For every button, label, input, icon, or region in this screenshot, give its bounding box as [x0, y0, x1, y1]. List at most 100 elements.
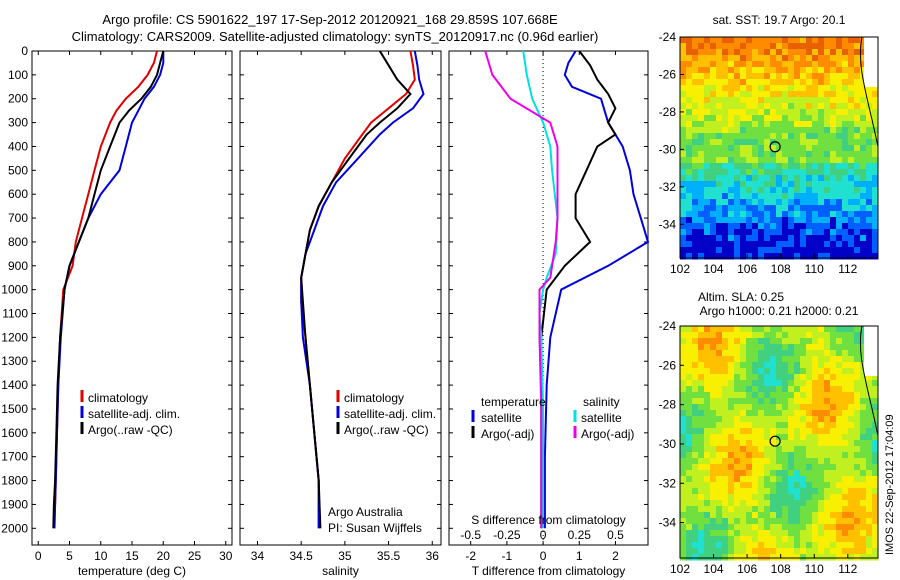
heatmap-cell	[782, 332, 789, 339]
heatmap-cell	[740, 482, 747, 489]
heatmap-cell	[836, 476, 843, 483]
heatmap-cell	[776, 530, 783, 537]
heatmap-cell	[836, 494, 843, 501]
heatmap-cell	[872, 464, 879, 471]
heatmap-cell	[758, 506, 765, 513]
heatmap-cell	[722, 482, 729, 489]
heatmap-cell	[854, 518, 861, 525]
heatmap-cell	[698, 500, 705, 507]
heatmap-cell	[764, 217, 771, 224]
heatmap-cell	[764, 211, 771, 218]
heatmap-cell	[812, 374, 819, 381]
heatmap-cell	[794, 91, 801, 98]
heatmap-cell	[686, 518, 693, 525]
heatmap-cell	[728, 392, 735, 399]
heatmap-cell	[686, 392, 693, 399]
heatmap-cell	[842, 350, 849, 357]
heatmap-cell	[740, 434, 747, 441]
heatmap-cell	[680, 422, 687, 429]
heatmap-cell	[740, 151, 747, 158]
heatmap-cell	[842, 139, 849, 146]
heatmap-cell	[716, 139, 723, 146]
heatmap-cell	[698, 211, 705, 218]
heatmap-cell	[758, 488, 765, 495]
heatmap-cell	[722, 476, 729, 483]
heatmap-cell	[728, 175, 735, 182]
heatmap-cell	[812, 422, 819, 429]
heatmap-cell	[788, 434, 795, 441]
heatmap-cell	[728, 223, 735, 230]
heatmap-cell	[776, 235, 783, 242]
heatmap-cell	[818, 356, 825, 363]
heatmap-cell	[782, 151, 789, 158]
heatmap-cell	[758, 548, 765, 555]
heatmap-cell	[758, 332, 765, 339]
heatmap-cell	[866, 464, 873, 471]
heatmap-cell	[698, 61, 705, 68]
heatmap-cell	[698, 326, 705, 333]
heatmap-cell	[722, 109, 729, 116]
heatmap-cell	[788, 163, 795, 170]
heatmap-cell	[794, 73, 801, 80]
heatmap-cell	[746, 374, 753, 381]
heatmap-cell	[794, 344, 801, 351]
heatmap-cell	[758, 169, 765, 176]
heatmap-cell	[740, 103, 747, 110]
heatmap-cell	[680, 235, 687, 242]
heatmap-cell	[854, 151, 861, 158]
heatmap-cell	[818, 229, 825, 236]
heatmap-cell	[728, 542, 735, 549]
heatmap-cell	[872, 247, 879, 254]
heatmap-cell	[734, 452, 741, 459]
heatmap-cell	[788, 223, 795, 230]
heatmap-cell	[698, 548, 705, 555]
heatmap-cell	[812, 61, 819, 68]
heatmap-cell	[722, 175, 729, 182]
heatmap-cell	[854, 121, 861, 128]
heatmap-cell	[842, 223, 849, 230]
heatmap-cell	[848, 169, 855, 176]
heatmap-cell	[752, 67, 759, 74]
heatmap-cell	[788, 464, 795, 471]
heatmap-cell	[866, 205, 873, 212]
heatmap-cell	[842, 512, 849, 519]
heatmap-cell	[704, 392, 711, 399]
heatmap-cell	[698, 43, 705, 50]
heatmap-cell	[788, 452, 795, 459]
heatmap-cell	[728, 121, 735, 128]
heatmap-cell	[686, 554, 693, 561]
heatmap-cell	[764, 368, 771, 375]
heatmap-cell	[770, 193, 777, 200]
heatmap-cell	[782, 37, 789, 44]
heatmap-cell	[788, 524, 795, 531]
heatmap-cell	[866, 145, 873, 152]
x-tick-label: 25	[188, 549, 202, 563]
heatmap-cell	[806, 404, 813, 411]
heatmap-cell	[854, 241, 861, 248]
heatmap-cell	[830, 494, 837, 501]
heatmap-cell	[818, 235, 825, 242]
heatmap-cell	[842, 205, 849, 212]
heatmap-cell	[788, 548, 795, 555]
heatmap-cell	[788, 193, 795, 200]
heatmap-cell	[686, 404, 693, 411]
heatmap-cell	[872, 434, 879, 441]
heatmap-cell	[866, 139, 873, 146]
heatmap-cell	[800, 97, 807, 104]
heatmap-cell	[806, 362, 813, 369]
heatmap-cell	[776, 193, 783, 200]
heatmap-cell	[764, 193, 771, 200]
heatmap-cell	[770, 410, 777, 417]
heatmap-cell	[818, 458, 825, 465]
heatmap-cell	[806, 500, 813, 507]
heatmap-cell	[710, 157, 717, 164]
heatmap-cell	[680, 181, 687, 188]
heatmap-cell	[842, 344, 849, 351]
heatmap-cell	[740, 488, 747, 495]
heatmap-cell	[764, 133, 771, 140]
x-tick-label: 36	[426, 549, 440, 563]
heatmap-cell	[842, 43, 849, 50]
heatmap-cell	[860, 446, 867, 453]
heatmap-cell	[752, 157, 759, 164]
heatmap-cell	[704, 536, 711, 543]
